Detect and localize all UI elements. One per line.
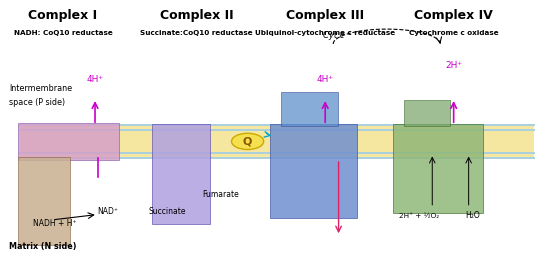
Text: H₂O: H₂O — [465, 211, 480, 220]
Text: Matrix (N side): Matrix (N side) — [9, 242, 77, 251]
Text: Ubiquinol-cytochrome c reductase: Ubiquinol-cytochrome c reductase — [255, 30, 395, 36]
Text: NADH: CoQ10 reductase: NADH: CoQ10 reductase — [14, 30, 112, 36]
Text: 4H⁺: 4H⁺ — [86, 75, 104, 84]
Text: 2H⁺: 2H⁺ — [445, 61, 462, 70]
Text: Complex I: Complex I — [29, 9, 98, 22]
Text: Complex III: Complex III — [286, 9, 364, 22]
Text: Intermembrane: Intermembrane — [9, 84, 72, 93]
FancyBboxPatch shape — [404, 100, 450, 126]
FancyBboxPatch shape — [18, 157, 70, 245]
Text: Q: Q — [243, 137, 252, 146]
Text: Complex II: Complex II — [160, 9, 233, 22]
Text: NAD⁺: NAD⁺ — [98, 207, 119, 216]
FancyBboxPatch shape — [20, 125, 534, 158]
FancyBboxPatch shape — [152, 124, 210, 224]
Text: Fumarate: Fumarate — [202, 190, 239, 199]
Circle shape — [232, 133, 264, 150]
Text: 2H⁺ + ½O₂: 2H⁺ + ½O₂ — [399, 213, 439, 219]
Text: NADH + H⁺: NADH + H⁺ — [33, 220, 77, 228]
Text: Cyt c: Cyt c — [322, 31, 344, 40]
Text: 4H⁺: 4H⁺ — [316, 75, 334, 84]
FancyBboxPatch shape — [269, 124, 357, 218]
Text: Succinate: Succinate — [148, 207, 186, 216]
FancyBboxPatch shape — [18, 123, 119, 160]
Text: Succinate:CoQ10 reductase: Succinate:CoQ10 reductase — [140, 30, 253, 36]
FancyBboxPatch shape — [393, 124, 483, 213]
Text: space (P side): space (P side) — [9, 98, 65, 107]
FancyBboxPatch shape — [281, 92, 338, 126]
Text: Cytochrome c oxidase: Cytochrome c oxidase — [409, 30, 498, 36]
Text: Complex IV: Complex IV — [414, 9, 493, 22]
